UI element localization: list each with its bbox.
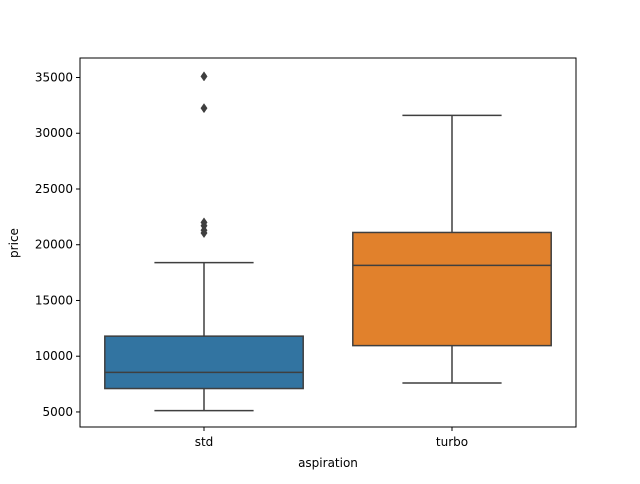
- outlier-point: [200, 227, 208, 239]
- y-tick-label: 5000: [42, 405, 73, 419]
- y-tick-label: 15000: [35, 293, 73, 307]
- y-tick-label: 10000: [35, 349, 73, 363]
- y-tick-label: 25000: [35, 182, 73, 196]
- outlier-point: [200, 71, 208, 82]
- y-tick-label: 35000: [35, 71, 73, 85]
- outlier-point: [200, 103, 208, 114]
- axes-layer: 5000 10000 15000 20000 25000 30000 35000 std tur…: [35, 57, 577, 449]
- y-axis-label: price: [7, 228, 21, 258]
- box-group-turbo: [352, 114, 552, 384]
- boxes-layer: [104, 71, 552, 412]
- box-group-std: [104, 71, 304, 412]
- iqr-box: [352, 231, 552, 347]
- y-tick-label: 20000: [35, 238, 73, 252]
- x-tick-label: turbo: [436, 435, 468, 449]
- x-tick-label: std: [195, 435, 214, 449]
- iqr-box: [104, 335, 304, 390]
- y-tick-label: 30000: [35, 126, 73, 140]
- plot-frame: [79, 57, 577, 428]
- x-axis-label: aspiration: [298, 456, 358, 470]
